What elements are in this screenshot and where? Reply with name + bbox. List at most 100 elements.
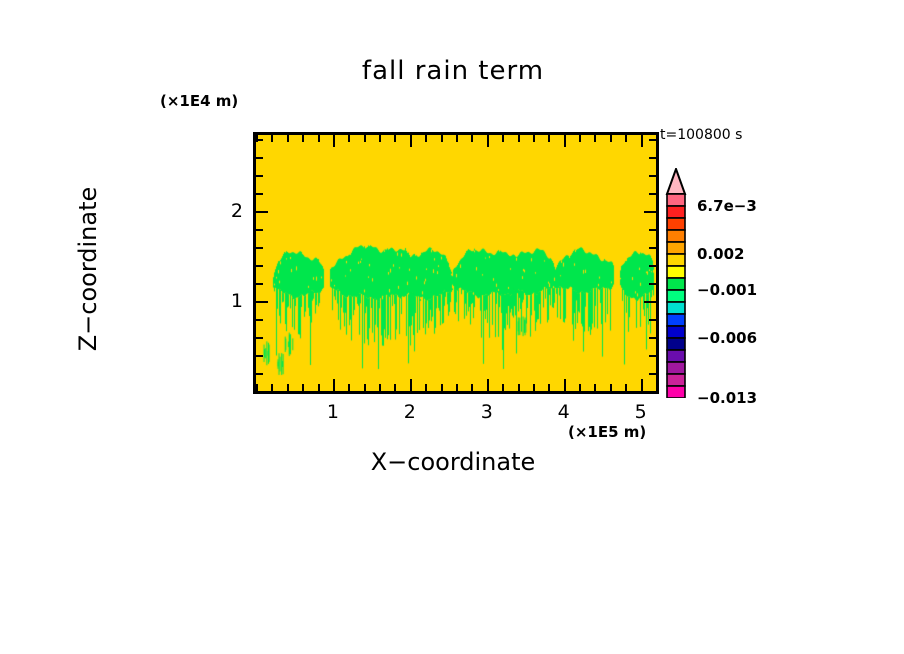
minor-tick-y-right — [649, 373, 656, 376]
minor-tick-x-top — [363, 135, 366, 142]
minor-tick-x — [656, 384, 658, 391]
colorbar-tick-label: −0.013 — [697, 389, 758, 407]
minor-tick-y-right — [649, 247, 656, 250]
colorbar-band — [666, 337, 686, 351]
minor-tick-y — [256, 391, 263, 393]
minor-tick-x — [440, 384, 443, 391]
minor-tick-x-top — [656, 135, 658, 142]
minor-tick-x — [394, 384, 397, 391]
minor-tick-x — [425, 384, 428, 391]
major-tick-x — [409, 379, 412, 391]
minor-tick-x-top — [502, 135, 505, 142]
colorbar-band — [666, 205, 686, 219]
minor-tick-y — [256, 373, 263, 376]
colorbar-band — [666, 241, 686, 255]
minor-tick-y — [256, 355, 263, 358]
minor-tick-y — [256, 157, 263, 160]
minor-tick-x — [532, 384, 535, 391]
minor-tick-y-right — [649, 337, 656, 340]
y-tick-label: 2 — [230, 200, 243, 223]
minor-tick-x — [317, 384, 320, 391]
colorbar-arrow-cap — [665, 168, 687, 195]
minor-tick-y-right — [649, 283, 656, 286]
minor-tick-y — [256, 139, 263, 142]
major-tick-x-top — [409, 135, 412, 147]
colorbar-band — [666, 229, 686, 243]
x-tick-label: 4 — [557, 401, 570, 423]
minor-tick-x — [456, 384, 458, 391]
colorbar-band — [666, 325, 686, 339]
minor-tick-x — [471, 384, 474, 391]
minor-tick-y — [256, 229, 263, 232]
minor-tick-x-top — [594, 135, 597, 142]
minor-tick-y-right — [649, 229, 656, 232]
colorbar-tick-label: 0.002 — [697, 245, 745, 263]
x-tick-label: 1 — [326, 401, 339, 423]
minor-tick-x-top — [517, 135, 520, 142]
minor-tick-x-top — [271, 135, 274, 142]
major-tick-x — [563, 379, 566, 391]
colorbar-band — [666, 265, 686, 279]
minor-tick-y — [256, 247, 263, 250]
minor-tick-x-top — [425, 135, 428, 142]
minor-tick-x — [348, 384, 351, 391]
major-tick-x-top — [640, 135, 643, 147]
minor-tick-y-right — [649, 391, 656, 393]
major-tick-x — [486, 379, 489, 391]
major-tick-x — [332, 379, 335, 391]
minor-tick-y — [256, 175, 263, 178]
minor-tick-x — [286, 384, 289, 391]
colorbar-band — [666, 301, 686, 315]
time-annotation: t=100800 s — [660, 127, 743, 143]
minor-tick-x-top — [609, 135, 612, 142]
minor-tick-x-top — [256, 135, 258, 142]
minor-tick-x — [625, 384, 628, 391]
minor-tick-y-right — [649, 193, 656, 196]
minor-tick-x — [379, 384, 382, 391]
major-tick-x-top — [563, 135, 566, 147]
major-tick-y-right — [644, 301, 656, 304]
minor-tick-y-right — [649, 265, 656, 268]
colorbar-band — [666, 349, 686, 363]
colorbar-tick-label: −0.006 — [697, 329, 758, 347]
minor-tick-x-top — [394, 135, 397, 142]
colorbar-band — [666, 193, 686, 207]
y-axis-title: Z−coordinate — [74, 186, 102, 352]
colorbar-band — [666, 277, 686, 291]
major-tick-y — [256, 211, 268, 214]
minor-tick-x-top — [625, 135, 628, 142]
minor-tick-x — [271, 384, 274, 391]
minor-tick-x — [502, 384, 505, 391]
minor-tick-x-top — [471, 135, 474, 142]
page-title: fall rain term — [361, 56, 545, 86]
minor-tick-y-right — [649, 139, 656, 142]
minor-tick-x-top — [317, 135, 320, 142]
minor-tick-x — [517, 384, 520, 391]
minor-tick-x-top — [440, 135, 443, 142]
colorbar-tick-label: 6.7e−3 — [697, 197, 757, 215]
heatmap-canvas — [256, 135, 656, 391]
major-tick-x — [640, 379, 643, 391]
colorbar-band — [666, 313, 686, 327]
major-tick-y — [256, 301, 268, 304]
x-axis-title: X−coordinate — [370, 448, 536, 476]
minor-tick-y — [256, 337, 263, 340]
colorbar-band — [666, 373, 686, 387]
minor-tick-x-top — [532, 135, 535, 142]
colorbar-swatches — [665, 168, 687, 398]
minor-tick-x-top — [348, 135, 351, 142]
minor-tick-y-right — [649, 319, 656, 322]
y-axis-unit-label: (×1E4 m) — [160, 92, 239, 110]
minor-tick-x — [256, 384, 258, 391]
major-tick-x-top — [332, 135, 335, 147]
minor-tick-x — [302, 384, 305, 391]
minor-tick-y-right — [649, 355, 656, 358]
minor-tick-x — [579, 384, 582, 391]
major-tick-y-right — [644, 211, 656, 214]
minor-tick-x-top — [548, 135, 551, 142]
colorbar — [665, 168, 687, 398]
colorbar-band — [666, 217, 686, 231]
y-tick-label: 1 — [230, 290, 243, 313]
minor-tick-x-top — [302, 135, 305, 142]
